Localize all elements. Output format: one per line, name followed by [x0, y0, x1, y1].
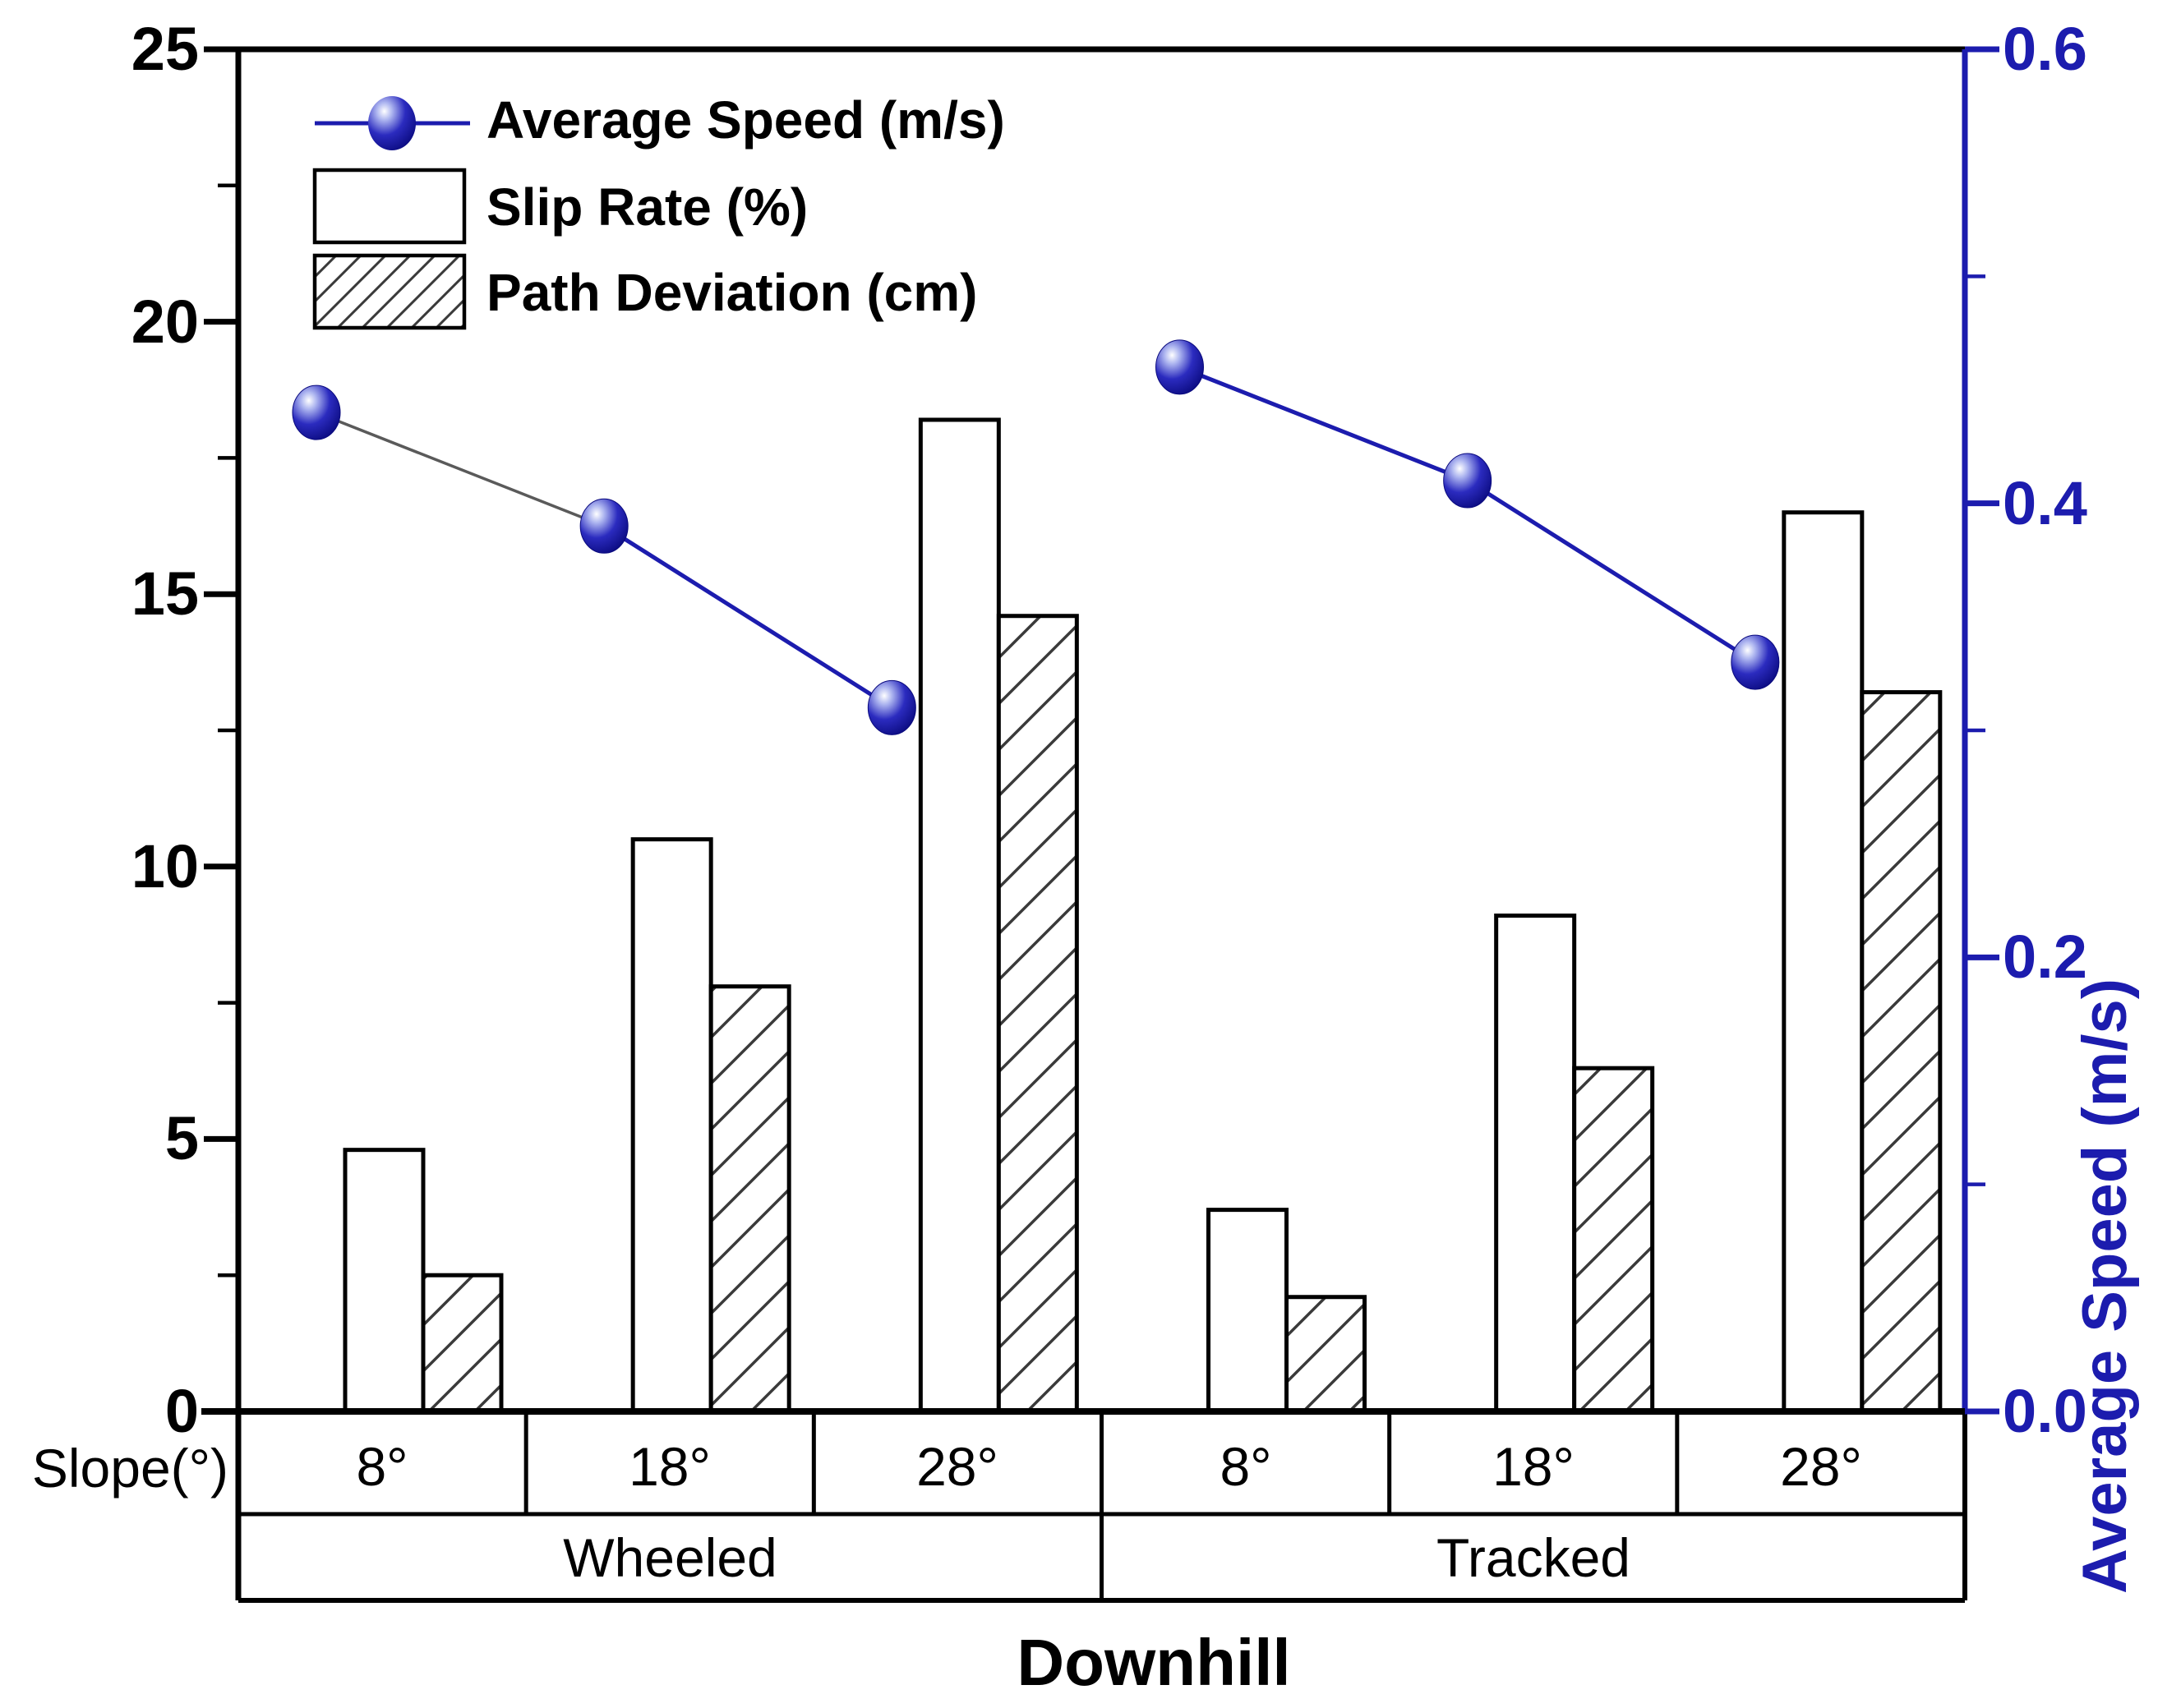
- bar-path-deviation-2: [996, 614, 1079, 1414]
- bar-path-deviation-1: [708, 984, 791, 1414]
- bar-path-deviation-5: [1860, 690, 1943, 1414]
- group-cell-tracked: Tracked: [1436, 1527, 1630, 1588]
- axes-layer: [201, 46, 1999, 1600]
- slope-cell-tracked-8: 8°: [1220, 1436, 1272, 1497]
- bar-slip-rate-4: [1494, 913, 1577, 1414]
- slope-cell-wheeled-28: 28°: [916, 1436, 998, 1497]
- right-axis-tick-0.4: 0.4: [2003, 469, 2087, 537]
- x-axis-table-layer: [238, 1411, 1967, 1603]
- legend-item-slip-rate: Slip Rate (%): [486, 177, 809, 237]
- slope-cell-tracked-28: 28°: [1780, 1436, 1862, 1497]
- right-axis-title: Average Speed (m/s): [2070, 978, 2140, 1594]
- legend-item-path-deviation: Path Deviation (cm): [486, 263, 978, 322]
- speed-segment-wheeled-1: [316, 411, 605, 527]
- speed-segment-tracked-1: [1178, 365, 1469, 483]
- point-average-speed-3: [1155, 339, 1204, 395]
- slope-cell-tracked-18: 18°: [1492, 1436, 1575, 1497]
- point-average-speed-5: [1731, 634, 1780, 690]
- left-axis-tick-15: 15: [131, 559, 199, 628]
- bar-path-deviation-4: [1572, 1066, 1655, 1414]
- line-series-layer: [292, 339, 1780, 735]
- bar-slip-rate-5: [1782, 510, 1865, 1414]
- legend-sphere-marker-icon: [368, 96, 416, 150]
- bar-path-deviation-0: [421, 1273, 504, 1414]
- slope-row-label: Slope(°): [31, 1438, 228, 1499]
- group-cell-wheeled: Wheeled: [563, 1527, 777, 1588]
- speed-segment-tracked-2: [1466, 478, 1757, 665]
- bars-layer: [343, 417, 1943, 1414]
- legend-slip-rate-swatch: [312, 168, 467, 245]
- bar-slip-rate-2: [918, 417, 1001, 1414]
- legend-item-average-speed: Average Speed (m/s): [486, 90, 1005, 150]
- legend-path-deviation-swatch: [312, 253, 467, 330]
- right-axis-tick-0.0: 0.0: [2003, 1377, 2087, 1445]
- point-average-speed-1: [579, 498, 629, 554]
- left-axis-tick-20: 20: [131, 288, 199, 356]
- right-axis-tick-0.2: 0.2: [2003, 923, 2087, 991]
- left-axis-tick-25: 25: [131, 15, 199, 83]
- right-axis-tick-0.6: 0.6: [2003, 15, 2087, 83]
- chart-title: Downhill: [1017, 1626, 1291, 1699]
- point-average-speed-2: [867, 679, 916, 735]
- left-axis-tick-0: 0: [164, 1377, 199, 1445]
- speed-segment-wheeled-2: [602, 524, 893, 710]
- bar-slip-rate-1: [630, 837, 713, 1414]
- point-average-speed-0: [292, 384, 341, 440]
- slope-cell-wheeled-8: 8°: [356, 1436, 408, 1497]
- bar-slip-rate-0: [343, 1148, 426, 1414]
- left-axis-tick-5: 5: [164, 1104, 199, 1172]
- slope-cell-wheeled-18: 18°: [629, 1436, 711, 1497]
- bar-path-deviation-3: [1284, 1295, 1367, 1414]
- legend-symbols-layer: [312, 96, 470, 330]
- point-average-speed-4: [1443, 453, 1492, 509]
- bar-slip-rate-3: [1206, 1208, 1289, 1414]
- left-axis-tick-10: 10: [131, 832, 199, 900]
